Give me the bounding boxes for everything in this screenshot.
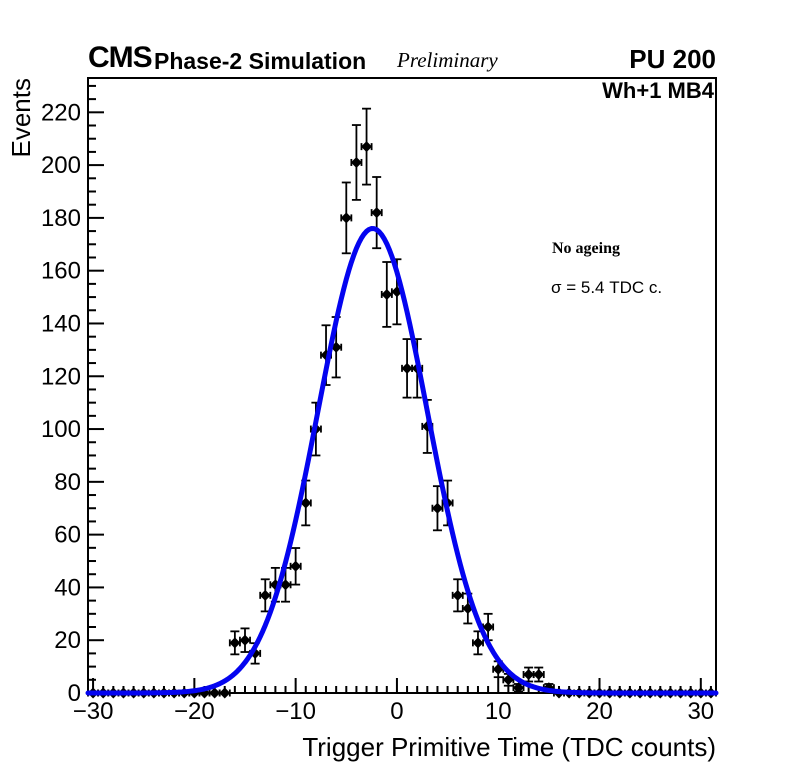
marker-diamond (280, 579, 292, 591)
axis-tick-label: 160 (41, 258, 81, 285)
marker-diamond (523, 669, 535, 681)
marker-diamond (361, 141, 373, 153)
fit-curve (85, 226, 719, 696)
marker-diamond (229, 637, 241, 649)
data-point (259, 578, 272, 613)
frame-border (87, 77, 717, 694)
marker-diamond (482, 621, 494, 633)
marker-diamond (512, 682, 524, 694)
data-point (289, 547, 302, 586)
fit-sigma-label: σ = 5.4 TDC c. (551, 278, 663, 297)
data-point (522, 666, 535, 683)
data-point (218, 687, 231, 699)
axis-tick-label: 0 (390, 698, 403, 725)
axis-tick-label: 30 (687, 698, 714, 725)
marker-diamond (340, 212, 352, 224)
data-points (87, 107, 717, 699)
axis-tick-label: −10 (275, 698, 316, 725)
axis-tick-label: 140 (41, 310, 81, 337)
data-point (380, 261, 393, 328)
marker-diamond (209, 687, 221, 699)
data-point (279, 566, 292, 603)
data-point (228, 630, 241, 656)
preliminary-label: Preliminary (397, 48, 498, 72)
axis-tick-label: 200 (41, 152, 81, 179)
data-point (512, 682, 525, 694)
marker-diamond (219, 687, 231, 699)
ageing-scenario-label: No ageing (552, 240, 620, 257)
data-point (472, 630, 484, 656)
marker-diamond (300, 497, 312, 509)
marker-diamond (381, 288, 393, 300)
x-axis-title: Trigger Primitive Time (TDC counts) (302, 732, 716, 762)
axis-tick-label: 20 (586, 698, 613, 725)
axis-tick-label: 80 (54, 469, 81, 496)
data-point (360, 107, 373, 186)
marker-diamond (533, 669, 545, 681)
axis-tick-label: 60 (54, 522, 81, 549)
wheel-station-label: Wh+1 MB4 (602, 78, 714, 103)
data-point (370, 176, 383, 250)
marker-diamond (502, 674, 514, 686)
marker-diamond (371, 207, 383, 219)
chart-frame (87, 77, 717, 694)
axis-tick-label: 100 (41, 416, 81, 443)
marker-diamond (431, 502, 443, 514)
axis-tick-label: 40 (54, 574, 81, 601)
axis-tick-label: 180 (41, 205, 81, 232)
axis-tick-label: 120 (41, 363, 81, 390)
y-axis-title: Events (6, 78, 36, 158)
gaussian-fit-line (85, 226, 719, 696)
axis-tick-label: 220 (41, 99, 81, 126)
axis-tick-label: −30 (73, 698, 114, 725)
data-point (492, 660, 505, 679)
data-point (532, 666, 545, 683)
marker-diamond (259, 589, 271, 601)
data-point (401, 338, 414, 399)
marker-diamond (452, 589, 464, 601)
axis-tick-label: 0 (68, 680, 81, 707)
pileup-label: PU 200 (629, 44, 716, 74)
axis-tick-label: −20 (174, 698, 215, 725)
marker-diamond (350, 156, 362, 168)
cms-logo-label: CMS (88, 41, 153, 74)
marker-diamond (290, 560, 302, 572)
data-point (350, 124, 363, 201)
marker-diamond (239, 634, 251, 646)
x-axis: −30 −20 −10 0 10 20 30 Trigger Primitive Time (… (73, 678, 716, 762)
data-point (239, 627, 251, 653)
data-point (340, 181, 353, 255)
marker-diamond (472, 637, 484, 649)
data-point (451, 578, 464, 613)
axis-tick-label: 10 (485, 698, 512, 725)
simulation-label: Phase-2 Simulation (154, 48, 367, 74)
axis-tick-label: 20 (54, 627, 81, 654)
marker-diamond (401, 362, 413, 374)
